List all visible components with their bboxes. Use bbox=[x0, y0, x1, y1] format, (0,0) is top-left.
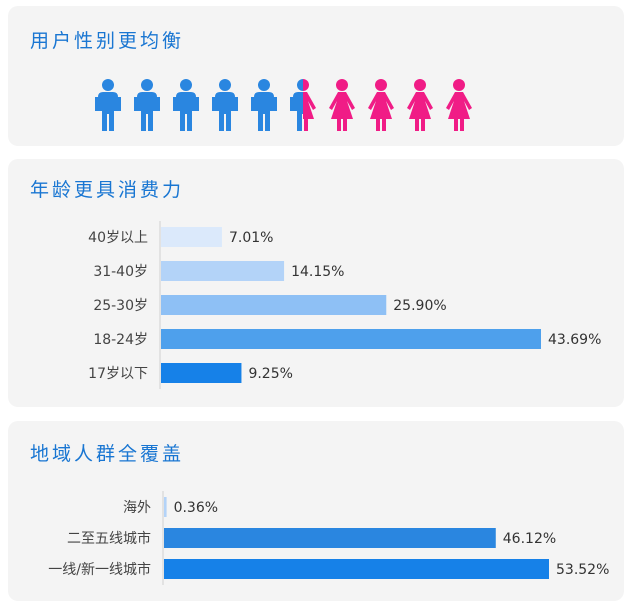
region-chart-title: 地域人群全覆盖 bbox=[30, 443, 185, 465]
region-category-label: 二至五线城市 bbox=[67, 530, 151, 547]
male-person-icon bbox=[134, 79, 160, 131]
age-bar bbox=[161, 363, 242, 383]
age-chart-title: 年龄更具消费力 bbox=[30, 179, 185, 201]
age-value-label: 14.15% bbox=[291, 264, 344, 280]
region-category-label: 一线/新一线城市 bbox=[48, 561, 151, 578]
age-card: 年龄更具消费力 40岁以上 7.01% 31-40岁 14.15% 25-30岁 25.9… bbox=[8, 159, 624, 407]
region-bar bbox=[164, 559, 549, 579]
region-bar-chart: 海外 0.36% 二至五线城市 46.12% 一线/新一线城市 53.52% bbox=[48, 491, 609, 585]
age-category-label: 31-40岁 bbox=[93, 264, 148, 280]
age-category-label: 40岁以上 bbox=[88, 230, 148, 246]
male-person-icon bbox=[173, 79, 199, 131]
half-male-half-female-icon bbox=[290, 79, 316, 131]
male-person-icon bbox=[251, 79, 277, 131]
female-person-icon bbox=[446, 79, 472, 131]
region-value-label: 0.36% bbox=[174, 500, 218, 516]
age-bar bbox=[161, 227, 222, 247]
region-bar bbox=[164, 497, 167, 517]
age-category-label: 17岁以下 bbox=[88, 366, 148, 382]
region-value-label: 53.52% bbox=[556, 562, 609, 578]
female-person-icon bbox=[368, 79, 394, 131]
region-bar bbox=[164, 528, 496, 548]
female-person-icon bbox=[407, 79, 433, 131]
age-bar bbox=[161, 261, 285, 281]
age-value-label: 7.01% bbox=[229, 230, 273, 246]
region-category-label: 海外 bbox=[123, 500, 151, 516]
age-bar bbox=[161, 329, 541, 349]
age-value-label: 43.69% bbox=[548, 332, 601, 348]
age-category-label: 18-24岁 bbox=[93, 332, 148, 348]
male-person-icon bbox=[212, 79, 238, 131]
male-person-icon bbox=[95, 79, 121, 131]
gender-card: 用户性别更均衡 bbox=[8, 6, 624, 146]
age-value-label: 25.90% bbox=[393, 298, 446, 314]
age-bar-chart: 40岁以上 7.01% 31-40岁 14.15% 25-30岁 25.90% 18-24岁… bbox=[88, 221, 601, 389]
gender-icon-row bbox=[95, 79, 472, 131]
region-value-label: 46.12% bbox=[503, 531, 556, 547]
region-card: 地域人群全覆盖 海外 0.36% 二至五线城市 46.12% 一线/新一线城市 53.52… bbox=[8, 421, 624, 601]
gender-title: 用户性别更均衡 bbox=[30, 30, 185, 52]
age-value-label: 9.25% bbox=[248, 366, 292, 382]
female-person-icon bbox=[329, 79, 355, 131]
age-bar bbox=[161, 295, 387, 315]
age-category-label: 25-30岁 bbox=[93, 298, 148, 314]
